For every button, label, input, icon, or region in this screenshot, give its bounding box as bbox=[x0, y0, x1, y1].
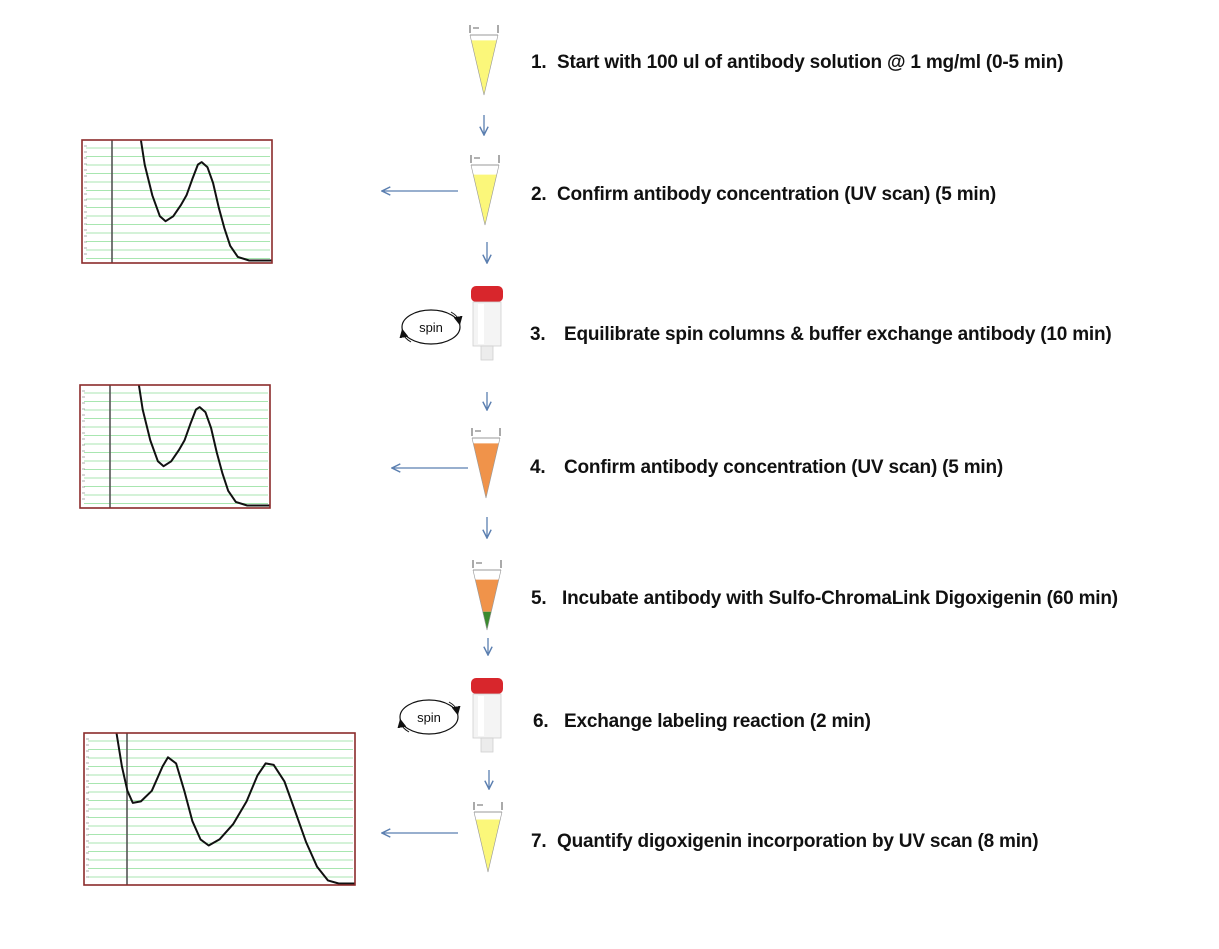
step-7-text: 7. Quantify digoxigenin incorporation by … bbox=[531, 831, 1039, 853]
uv-scan-chart-step-4 bbox=[79, 384, 271, 509]
step-5-text: 5. Incubate antibody with Sulfo-ChromaLin… bbox=[531, 588, 1118, 610]
tube-step-4-outline bbox=[471, 437, 501, 499]
step-5-number: 5. bbox=[531, 588, 547, 609]
tube-step-2 bbox=[470, 155, 500, 226]
uv-scan-chart-step-2-border bbox=[81, 139, 273, 264]
spin-badge-step-3: spin bbox=[399, 309, 463, 345]
spin-column-step-3-body bbox=[472, 301, 502, 347]
tube-step-1 bbox=[469, 25, 499, 96]
spin-badge-step-3-ellipse bbox=[401, 309, 461, 345]
spin-column-step-3-cap bbox=[471, 286, 503, 302]
step-2-number: 2. bbox=[531, 184, 547, 205]
step-6-label: Exchange labeling reaction (2 min) bbox=[564, 711, 871, 732]
step-3-label: Equilibrate spin columns & buffer exchan… bbox=[564, 324, 1112, 345]
tube-step-2-yellow-liquid bbox=[473, 174, 497, 225]
tube-step-7-rim bbox=[473, 802, 503, 810]
uv-scan-chart-step-2-trace bbox=[139, 139, 272, 262]
step-7-number: 7. bbox=[531, 831, 547, 852]
tube-step-7-yellow-liquid bbox=[475, 819, 501, 872]
tube-step-4-rim bbox=[471, 428, 501, 436]
tube-step-5-green-liquid bbox=[482, 611, 492, 630]
tube-step-4-orange-liquid bbox=[473, 443, 499, 498]
spin-column-step-6 bbox=[471, 678, 503, 753]
spin-badge-step-3-arrow-bottom bbox=[399, 328, 412, 343]
tube-step-7 bbox=[473, 802, 503, 873]
step-6-text: 6. Exchange labeling reaction (2 min) bbox=[533, 711, 871, 733]
uv-scan-chart-step-4-border bbox=[79, 384, 271, 509]
tube-step-2-rim bbox=[470, 155, 500, 163]
spin-column-step-6-body bbox=[472, 693, 502, 739]
uv-scan-chart-step-7 bbox=[83, 732, 356, 886]
spin-column-step-3-highlight bbox=[478, 304, 484, 344]
step-4-text: 4. Confirm antibody concentration (UV sca… bbox=[530, 457, 1003, 479]
tube-step-5-rim bbox=[472, 560, 502, 568]
tube-step-1-rim bbox=[469, 25, 499, 33]
uv-scan-chart-step-7-border bbox=[83, 732, 356, 886]
step-5-label: Incubate antibody with Sulfo-ChromaLink … bbox=[562, 588, 1118, 609]
spin-badge-step-6-arrow-bottom bbox=[397, 718, 410, 733]
step-4-label: Confirm antibody concentration (UV scan)… bbox=[564, 457, 1004, 478]
tube-step-5 bbox=[472, 560, 502, 631]
tube-step-1-outline bbox=[469, 34, 499, 96]
spin-column-step-3 bbox=[471, 286, 503, 361]
uv-scan-chart-step-4-trace bbox=[137, 384, 270, 507]
step-7-label: Quantify digoxigenin incorporation by UV… bbox=[557, 831, 1039, 852]
spin-badge-step-6-label: spin bbox=[417, 710, 441, 725]
step-1-number: 1. bbox=[531, 52, 547, 73]
step-6-number: 6. bbox=[533, 711, 549, 732]
spin-badge-step-6-arrow-top bbox=[448, 701, 461, 716]
tube-step-1-yellow-liquid bbox=[471, 40, 497, 95]
step-3-text: 3. Equilibrate spin columns & buffer exch… bbox=[530, 324, 1112, 346]
spin-badge-step-3-label: spin bbox=[419, 320, 443, 335]
tube-step-5-outline bbox=[472, 569, 502, 631]
step-2-label: Confirm antibody concentration (UV scan)… bbox=[557, 184, 997, 205]
spin-badge-step-6-ellipse bbox=[399, 699, 459, 735]
spin-column-step-6-highlight bbox=[478, 696, 484, 736]
uv-scan-chart-step-4-background bbox=[80, 385, 270, 508]
step-3-number: 3. bbox=[530, 324, 546, 345]
step-4-number: 4. bbox=[530, 457, 546, 478]
step-1-label: Start with 100 ul of antibody solution @… bbox=[557, 52, 1064, 73]
spin-column-step-6-tip bbox=[480, 737, 494, 753]
spin-badge-step-6: spin bbox=[397, 699, 461, 735]
step-1-text: 1. Start with 100 ul of antibody solution… bbox=[531, 52, 1063, 74]
tube-step-7-outline bbox=[473, 811, 503, 873]
tube-step-4 bbox=[471, 428, 501, 499]
spin-column-step-6-cap bbox=[471, 678, 503, 694]
uv-scan-chart-step-2 bbox=[81, 139, 273, 264]
uv-scan-chart-step-2-background bbox=[82, 140, 272, 263]
tube-step-2-outline bbox=[470, 164, 500, 226]
spin-column-step-3-tip bbox=[480, 345, 494, 361]
step-2-text: 2. Confirm antibody concentration (UV sca… bbox=[531, 184, 996, 206]
spin-badge-step-3-arrow-top bbox=[450, 311, 463, 326]
uv-scan-chart-step-7-trace bbox=[115, 732, 355, 885]
